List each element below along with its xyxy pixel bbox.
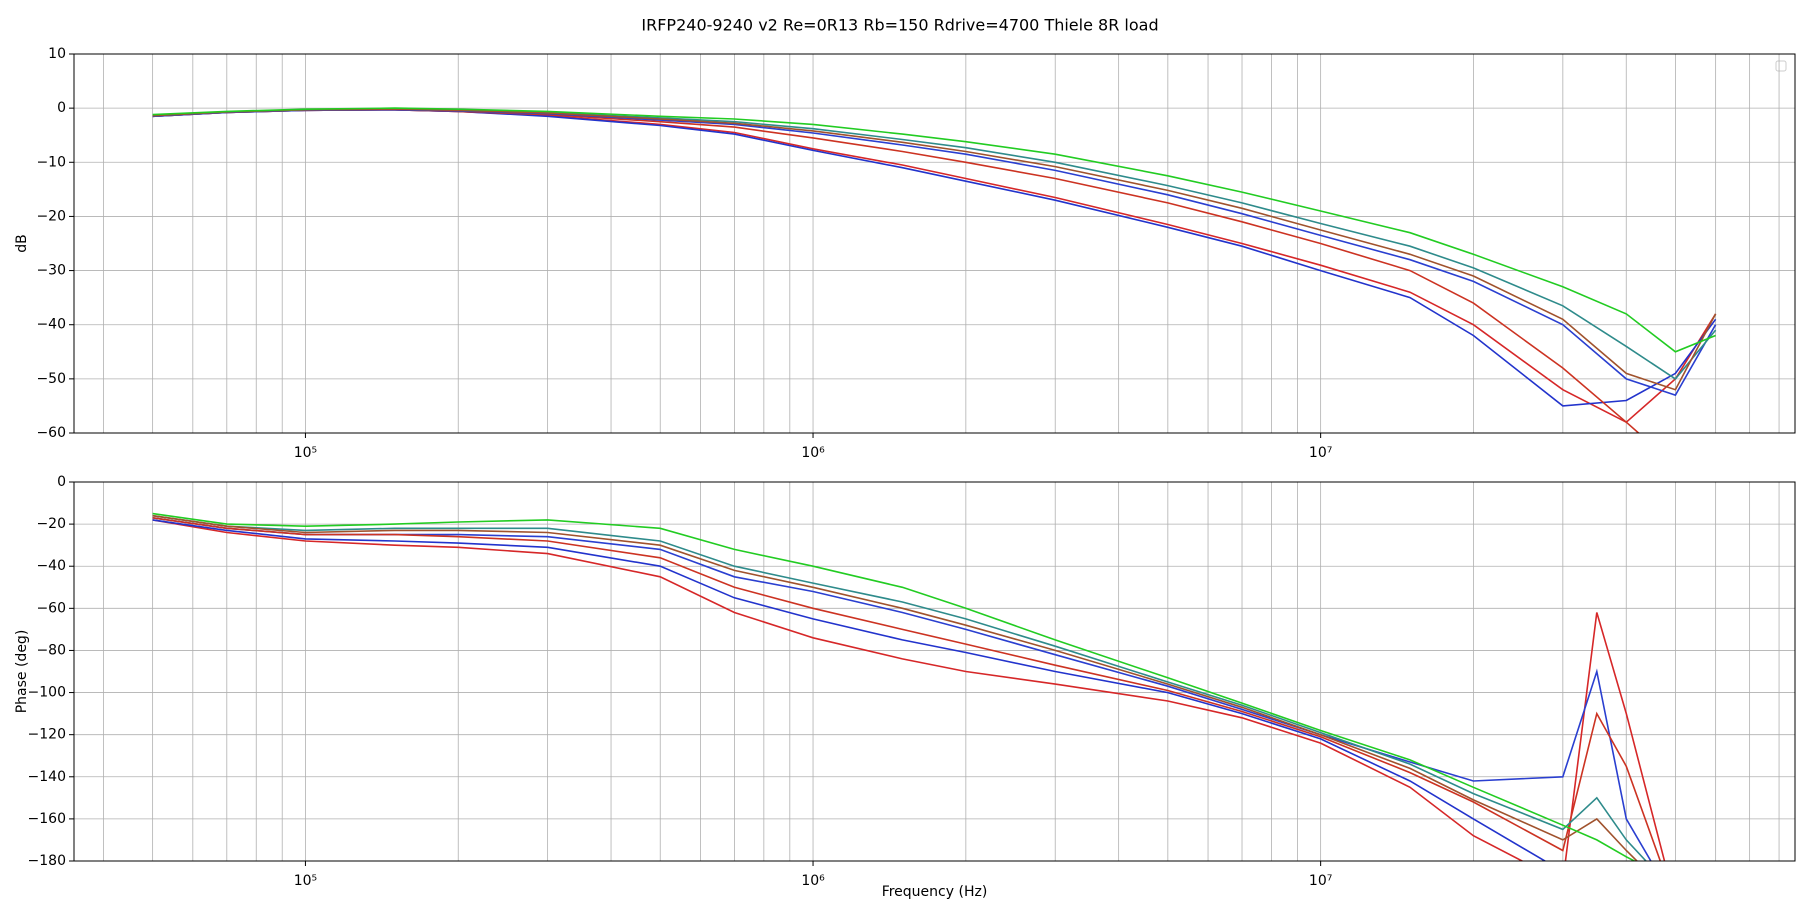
y-tick-label: −20	[36, 208, 66, 224]
y-tick-label: 0	[57, 100, 66, 116]
x-tick-label: 10⁵	[294, 445, 317, 461]
series-line	[152, 517, 1662, 861]
y-tick-label: −60	[36, 425, 66, 441]
plot-frame	[73, 481, 1796, 862]
y-tick-label: −50	[36, 371, 66, 387]
x-tick-label: 10⁶	[801, 873, 825, 889]
series-line	[152, 519, 1666, 861]
y-tick-label: −160	[28, 811, 66, 827]
x-axis-label: Frequency (Hz)	[882, 884, 988, 900]
plot-frame	[73, 53, 1796, 434]
y-tick-label: −40	[36, 558, 66, 574]
series-line	[152, 514, 1648, 861]
y-tick-label: −60	[36, 600, 66, 616]
x-tick-label: 10⁷	[1309, 873, 1332, 889]
series-line	[152, 519, 1547, 861]
y-tick-label: 0	[57, 474, 66, 490]
y-tick-label: −10	[36, 154, 66, 170]
series-line	[152, 108, 1717, 391]
legend-box	[1775, 60, 1787, 72]
y-axis-label: Phase (deg)	[14, 630, 30, 714]
y-tick-label: −140	[28, 769, 66, 785]
y-tick-label: 10	[48, 46, 66, 62]
y-tick-label: −180	[28, 853, 66, 869]
y-tick-label: −120	[28, 727, 66, 743]
y-tick-label: −40	[36, 317, 66, 333]
y-tick-label: −20	[36, 516, 66, 532]
x-tick-label: 10⁷	[1309, 445, 1332, 461]
x-tick-label: 10⁶	[801, 445, 825, 461]
series-line	[152, 512, 1637, 861]
y-tick-label: −80	[36, 642, 66, 658]
chart-title: IRFP240-9240 v2 Re=0R13 Rb=150 Rdrive=47…	[641, 16, 1158, 35]
series-line	[152, 514, 1639, 861]
series-line	[152, 107, 1716, 353]
y-tick-label: −30	[36, 263, 66, 279]
y-axis-label: dB	[14, 234, 30, 253]
x-tick-label: 10⁵	[294, 873, 317, 889]
y-tick-label: −100	[28, 685, 66, 701]
